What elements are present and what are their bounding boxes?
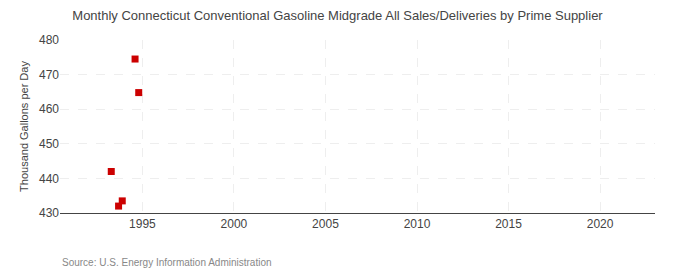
svg-text:2015: 2015 — [495, 217, 522, 231]
svg-text:Source: U.S. Energy Informatio: Source: U.S. Energy Information Administ… — [62, 257, 272, 268]
svg-text:450: 450 — [39, 137, 59, 151]
svg-text:2020: 2020 — [587, 217, 614, 231]
svg-text:2005: 2005 — [312, 217, 339, 231]
svg-text:Monthly Connecticut Convention: Monthly Connecticut Conventional Gasolin… — [72, 8, 603, 23]
svg-text:1995: 1995 — [129, 217, 156, 231]
svg-text:440: 440 — [39, 172, 59, 186]
svg-text:Thousand Gallons per Day: Thousand Gallons per Day — [18, 61, 30, 192]
svg-text:2000: 2000 — [221, 217, 248, 231]
svg-text:430: 430 — [39, 206, 59, 220]
svg-text:460: 460 — [39, 102, 59, 116]
svg-text:2010: 2010 — [404, 217, 431, 231]
svg-text:480: 480 — [39, 33, 59, 47]
svg-text:470: 470 — [39, 68, 59, 82]
